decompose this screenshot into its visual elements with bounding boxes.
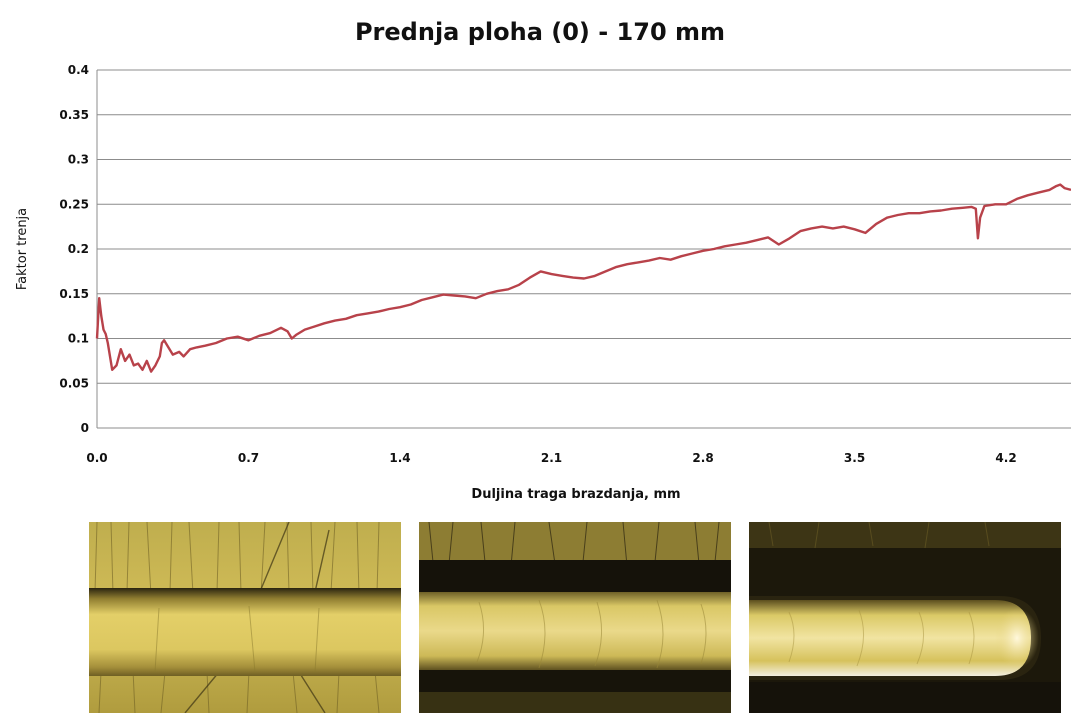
y-axis-title: Faktor trenja <box>15 208 30 290</box>
x-tick-label-3: 2.1 <box>541 451 562 465</box>
x-tick-label-2: 1.4 <box>389 451 410 465</box>
y-tick-label-2: 0.1 <box>68 332 89 346</box>
chart-title: Prednja ploha (0) - 170 mm <box>355 18 725 46</box>
y-tick-label-0: 0 <box>81 421 89 435</box>
x-tick-label-4: 2.8 <box>692 451 713 465</box>
groove-middle-micrograph <box>89 522 401 713</box>
y-tick-label-8: 0.4 <box>68 63 89 77</box>
friction-chart: Prednja ploha (0) - 170 mm 00.050.10.150… <box>15 18 1071 502</box>
x-tick-label-5: 3.5 <box>844 451 865 465</box>
x-tick-label-1: 0.7 <box>238 451 259 465</box>
x-tick-label-0: 0.0 <box>86 451 107 465</box>
y-tick-label-3: 0.15 <box>59 287 89 301</box>
y-tick-label-1: 0.05 <box>59 376 89 390</box>
y-tick-label-6: 0.3 <box>68 153 89 167</box>
series-group <box>95 183 1071 373</box>
x-tick-label-6: 4.2 <box>995 451 1016 465</box>
x-axis-title: Duljina traga brazdanja, mm <box>471 487 680 502</box>
series-line-0 <box>95 183 1071 373</box>
y-tick-labels: 0 0.05 0.1 0.15 0.2 0.25 0.3 0.35 0.4 <box>59 63 89 435</box>
groove-end-micrograph <box>749 522 1061 713</box>
grid <box>96 69 1071 429</box>
groove-near-end-micrograph <box>419 522 731 713</box>
y-tick-label-5: 0.25 <box>59 197 89 211</box>
x-tick-labels: 0.0 0.7 1.4 2.1 2.8 3.5 4.2 <box>86 451 1016 465</box>
y-tick-label-4: 0.2 <box>68 242 89 256</box>
y-tick-label-7: 0.35 <box>59 108 89 122</box>
